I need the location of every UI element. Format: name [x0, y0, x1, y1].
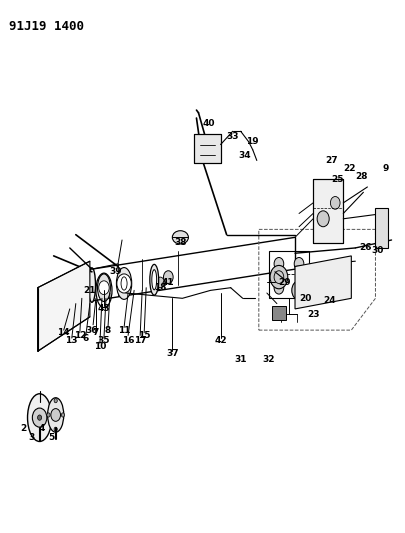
Circle shape	[270, 265, 288, 289]
Text: 3: 3	[28, 433, 35, 442]
Ellipse shape	[173, 231, 188, 244]
Bar	[272, 306, 286, 319]
Text: 5: 5	[49, 433, 55, 442]
Ellipse shape	[28, 394, 52, 441]
Text: 30: 30	[371, 246, 384, 255]
Bar	[375, 208, 388, 248]
Text: 36: 36	[85, 326, 98, 335]
Circle shape	[294, 257, 304, 270]
Text: 26: 26	[359, 244, 372, 253]
Circle shape	[32, 408, 47, 427]
Text: 15: 15	[138, 331, 150, 340]
Text: 12: 12	[74, 331, 86, 340]
Text: 22: 22	[343, 164, 356, 173]
Polygon shape	[38, 261, 90, 351]
Ellipse shape	[152, 270, 157, 290]
Text: 9: 9	[382, 164, 389, 173]
Text: 17: 17	[134, 336, 147, 345]
Text: 25: 25	[331, 174, 343, 183]
Text: 19: 19	[247, 138, 259, 147]
Text: 16: 16	[122, 336, 134, 345]
Circle shape	[292, 281, 306, 300]
Text: 40: 40	[202, 119, 215, 128]
Text: 7: 7	[93, 328, 99, 337]
Bar	[194, 134, 221, 163]
Text: 27: 27	[325, 156, 337, 165]
Text: 28: 28	[355, 172, 368, 181]
Text: 91J19 1400: 91J19 1400	[9, 20, 84, 33]
Circle shape	[99, 281, 109, 295]
Text: 21: 21	[83, 286, 96, 295]
Circle shape	[47, 413, 50, 417]
Ellipse shape	[98, 274, 111, 302]
Circle shape	[117, 274, 131, 293]
Text: 43: 43	[98, 304, 110, 313]
Bar	[313, 179, 343, 243]
Text: 35: 35	[98, 336, 110, 345]
Text: 38: 38	[174, 238, 187, 247]
Text: 13: 13	[66, 336, 78, 345]
Circle shape	[156, 277, 164, 288]
Text: 32: 32	[262, 355, 275, 364]
Text: 37: 37	[166, 350, 179, 359]
Circle shape	[164, 271, 173, 284]
Text: 31: 31	[234, 355, 247, 364]
Text: 33: 33	[226, 132, 239, 141]
Circle shape	[61, 413, 64, 417]
Circle shape	[274, 281, 284, 294]
Circle shape	[51, 409, 60, 421]
Ellipse shape	[48, 398, 64, 432]
Circle shape	[330, 197, 340, 209]
Bar	[269, 251, 309, 298]
Text: 42: 42	[214, 336, 227, 345]
Ellipse shape	[88, 268, 96, 302]
Text: 14: 14	[58, 328, 70, 337]
Text: 6: 6	[83, 334, 89, 343]
Text: 4: 4	[38, 424, 45, 433]
Text: 29: 29	[279, 278, 291, 287]
Text: 24: 24	[323, 296, 335, 305]
Text: 2: 2	[20, 424, 27, 433]
Circle shape	[317, 211, 329, 227]
Circle shape	[38, 415, 42, 420]
Text: 41: 41	[162, 278, 175, 287]
Circle shape	[274, 257, 284, 270]
Text: 39: 39	[110, 268, 122, 276]
Text: 20: 20	[299, 294, 311, 303]
Text: 10: 10	[94, 342, 106, 351]
Circle shape	[294, 281, 304, 294]
Polygon shape	[295, 256, 351, 309]
Text: 34: 34	[239, 151, 251, 160]
Text: 18: 18	[154, 283, 166, 292]
Ellipse shape	[116, 268, 132, 300]
Text: 11: 11	[118, 326, 130, 335]
Circle shape	[54, 427, 57, 431]
Circle shape	[54, 399, 57, 403]
Text: 23: 23	[307, 310, 320, 319]
Text: 8: 8	[105, 326, 111, 335]
Ellipse shape	[150, 264, 159, 295]
